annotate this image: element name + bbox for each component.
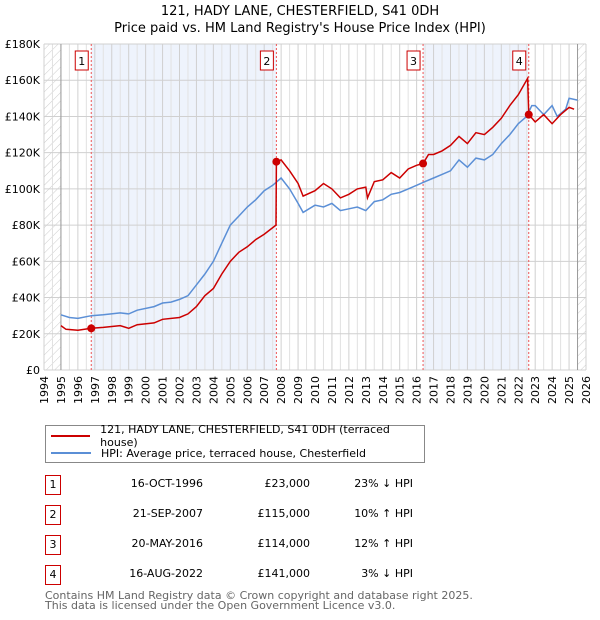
transaction-date: 16-OCT-1996 [130, 477, 203, 490]
x-tick-label: 2016 [411, 376, 424, 404]
footer: Contains HM Land Registry data © Crown c… [45, 589, 473, 612]
sale-label: 1 [78, 55, 85, 68]
chart-subtitle: Price paid vs. HM Land Registry's House … [114, 21, 486, 36]
x-tick-label: 2010 [309, 376, 322, 404]
x-tick-label: 2014 [377, 376, 390, 404]
x-tick-label: 2023 [529, 376, 542, 404]
sale-label: 3 [410, 55, 417, 68]
footer-line-1: Contains HM Land Registry data © Crown c… [45, 589, 473, 602]
x-tick-label: 2018 [445, 376, 458, 404]
transaction-price: £141,000 [257, 567, 311, 580]
sale-label-box [406, 50, 421, 71]
transaction-row: 2 21-SEP-2007 £115,000 10% ↑ HPI [45, 505, 445, 525]
transaction-date: 16-AUG-2022 [129, 567, 203, 580]
transaction-date: 20-MAY-2016 [131, 537, 203, 550]
y-tick-label: £60K [12, 255, 41, 268]
sale-point [87, 324, 96, 333]
transaction-hpi-diff: 12% ↑ HPI [354, 537, 413, 550]
y-tick-label: £80K [12, 219, 41, 232]
legend-swatch-blue [51, 452, 91, 454]
x-tick-label: 2017 [428, 376, 441, 404]
y-tick-label: £160K [5, 74, 41, 87]
x-tick-label: 2013 [360, 376, 373, 404]
legend-item-hpi: HPI: Average price, terraced house, Ches… [51, 445, 366, 461]
x-tick-label: 1999 [123, 376, 136, 404]
y-tick-label: £140K [5, 110, 41, 123]
transaction-number: 1 [45, 475, 61, 495]
x-tick-label: 2021 [495, 376, 508, 404]
x-tick-label: 2004 [207, 376, 220, 404]
legend-swatch-red [51, 435, 91, 437]
x-tick-label: 2015 [394, 376, 407, 404]
transaction-hpi-diff: 3% ↓ HPI [361, 567, 413, 580]
transaction-price: £114,000 [257, 537, 311, 550]
sale-label-box [512, 50, 527, 71]
price-chart: 1994 1995 1996 1997 1998 1999 2000 2001 2002 2003… [5, 38, 593, 404]
x-tick-label: 2001 [157, 376, 170, 404]
y-tick-label: £120K [5, 147, 41, 160]
chart-title: 121, HADY LANE, CHESTERFIELD, S41 0DH [160, 4, 440, 19]
transaction-number: 4 [45, 565, 61, 585]
x-tick-label: 2011 [326, 376, 339, 404]
legend-item-property: 121, HADY LANE, CHESTERFIELD, S41 0DH (t… [51, 423, 424, 449]
x-tick-label: 1994 [38, 376, 51, 404]
x-tick-label: 2022 [512, 376, 525, 404]
sale-label: 2 [263, 55, 270, 68]
transaction-hpi-diff: 10% ↑ HPI [354, 507, 413, 520]
sale-point [419, 159, 428, 168]
hpi-series-line [60, 97, 578, 320]
transaction-price: £115,000 [257, 507, 311, 520]
x-tick-label: 1997 [89, 376, 102, 404]
sale-label-box [259, 50, 274, 71]
y-tick-label: £0 [26, 364, 40, 377]
hatched-region [577, 44, 586, 370]
x-tick-label: 1996 [72, 376, 85, 404]
transaction-date: 21-SEP-2007 [132, 507, 203, 520]
property-series-line [60, 75, 575, 331]
legend-label: 121, HADY LANE, CHESTERFIELD, S41 0DH (t… [100, 423, 390, 449]
x-tick-label: 2020 [478, 376, 491, 404]
x-tick-label: 1995 [55, 376, 68, 404]
x-tick-label: 2019 [461, 376, 474, 404]
transaction-row: 1 16-OCT-1996 £23,000 23% ↓ HPI [45, 475, 445, 495]
shaded-band [91, 44, 277, 370]
chart-legend: 121, HADY LANE, CHESTERFIELD, S41 0DH (t… [45, 423, 425, 463]
sale-label: 4 [516, 55, 523, 68]
x-tick-label: 2026 [580, 376, 593, 404]
x-tick-label: 2025 [563, 376, 576, 404]
transaction-number: 2 [45, 505, 61, 525]
x-tick-label: 2000 [140, 376, 153, 404]
transaction-hpi-diff: 23% ↓ HPI [354, 477, 413, 490]
legend-label: HPI: Average price, terraced house, Ches… [101, 446, 367, 460]
x-tick-label: 2024 [546, 376, 559, 404]
x-tick-label: 2002 [174, 376, 187, 404]
x-tick-label: 2006 [241, 376, 254, 404]
transaction-number: 3 [45, 535, 61, 555]
x-tick-label: 2007 [258, 376, 271, 404]
x-tick-label: 2008 [275, 376, 288, 404]
sale-point [272, 157, 281, 166]
x-tick-label: 2005 [224, 376, 237, 404]
transaction-price: £23,000 [264, 477, 311, 490]
sale-label-box [74, 50, 89, 71]
y-tick-label: £40K [12, 292, 41, 305]
y-tick-label: £20K [12, 328, 41, 341]
x-tick-label: 1998 [106, 376, 119, 404]
footer-line-2: This data is licensed under the Open Gov… [45, 599, 396, 612]
transaction-row: 4 16-AUG-2022 £141,000 3% ↓ HPI [45, 565, 445, 585]
x-tick-label: 2003 [190, 376, 203, 404]
x-tick-label: 2012 [343, 376, 356, 404]
y-tick-label: £180K [5, 38, 41, 51]
transaction-row: 3 20-MAY-2016 £114,000 12% ↑ HPI [45, 535, 445, 555]
x-tick-label: 2009 [292, 376, 305, 404]
y-tick-label: £100K [5, 183, 41, 196]
sale-point [524, 110, 533, 119]
